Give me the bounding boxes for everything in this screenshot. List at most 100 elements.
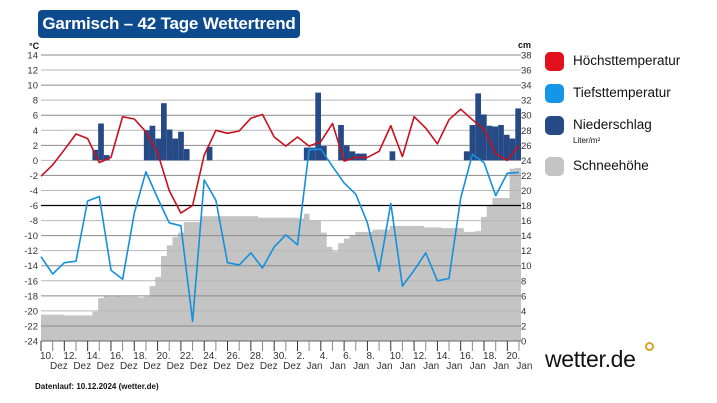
y-left-tick-label: 14	[27, 51, 38, 62]
y-right-tick-label: 30	[521, 111, 532, 122]
y-right-tick-label: 2	[521, 321, 526, 332]
precipitation-bar	[343, 145, 350, 161]
y-left-tick-label: 12	[27, 66, 38, 77]
logo-dot-icon	[645, 342, 654, 351]
x-tick-label-month: Dez	[143, 361, 161, 372]
max-temperature-line	[40, 108, 520, 214]
y-right-tick-label: 32	[521, 96, 532, 107]
precipitation-bar	[155, 138, 161, 161]
x-tick-label-day: 24.	[203, 351, 217, 362]
x-tick-label-day: 18.	[483, 351, 497, 362]
y-right-tick-label: 24	[521, 156, 532, 167]
x-tick-label-day: 6.	[343, 351, 351, 362]
precipitation-bar	[178, 131, 184, 161]
y-left-tick-label: -24	[24, 337, 38, 348]
x-tick-label-day: 14.	[436, 351, 450, 362]
x-tick-label-day: 16.	[460, 351, 474, 362]
precipitation-bar	[349, 151, 356, 161]
y-left-tick-label: 4	[33, 126, 38, 137]
legend-unit: Liter/m²	[573, 136, 601, 145]
y-left-tick-label: -6	[30, 201, 38, 212]
x-tick-label-day: 2.	[296, 351, 304, 362]
x-tick-label-month: Dez	[97, 361, 115, 372]
precipitation-bar	[515, 108, 521, 161]
y-left-axis-unit: °C	[29, 41, 40, 51]
x-tick-label-day: 12.	[63, 351, 77, 362]
snow-depth-area	[41, 167, 521, 341]
x-tick-label-day: 10.	[40, 351, 54, 362]
y-left-tick-label: -22	[24, 321, 38, 332]
wetter-de-logo: wetter.de	[545, 346, 636, 372]
y-left-tick-label: -4	[30, 186, 38, 197]
x-tick-label-month: Dez	[73, 361, 91, 372]
x-tick-label-month: Jan	[306, 361, 322, 372]
x-tick-label-month: Jan	[516, 361, 532, 372]
x-tick-label-month: Jan	[493, 361, 509, 372]
legend-item-snow-depth: Schneehöhe	[545, 157, 717, 179]
legend-label: Tiefsttemperatur	[573, 85, 671, 100]
y-left-tick-label: 0	[33, 156, 38, 167]
y-right-tick-label: 34	[521, 81, 532, 92]
chart-title: Garmisch – 42 Tage Wettertrend	[38, 10, 300, 38]
x-tick-label-month: Jan	[376, 361, 392, 372]
precipitation-bar	[166, 129, 173, 161]
precipitation-bar	[475, 93, 481, 161]
x-tick-label-month: Dez	[190, 361, 208, 372]
x-tick-label-day: 28.	[250, 351, 264, 362]
y-right-tick-label: 38	[521, 51, 532, 62]
y-left-tick-label: -12	[24, 246, 38, 257]
y-left-tick-label: 2	[33, 141, 38, 152]
x-tick-label-day: 26.	[227, 351, 241, 362]
x-tick-label-day: 20.	[506, 351, 520, 362]
x-tick-label-month: Jan	[353, 361, 369, 372]
legend-swatch-max-temp	[545, 52, 564, 71]
precipitation-bar	[469, 124, 476, 161]
y-right-tick-label: 20	[521, 186, 532, 197]
precipitation-bar	[389, 151, 396, 161]
x-tick-label-month: Jan	[446, 361, 462, 372]
legend-item-max-temp: Höchsttemperatur	[545, 52, 717, 74]
x-tick-label-day: 12.	[413, 351, 427, 362]
precipitation-bar	[509, 138, 516, 161]
x-tick-label-day: 18.	[133, 351, 147, 362]
y-right-tick-label: 28	[521, 126, 532, 137]
x-tick-label-month: Jan	[423, 361, 439, 372]
y-right-tick-label: 6	[521, 291, 526, 302]
y-left-tick-label: -14	[24, 261, 38, 272]
precipitation-bar	[338, 124, 344, 161]
precipitation-bar	[486, 125, 493, 161]
precipitation-bar	[183, 149, 190, 161]
legend-label: Niederschlag	[573, 117, 652, 132]
y-left-tick-label: -18	[24, 291, 38, 302]
x-tick-label-day: 22.	[180, 351, 194, 362]
precipitation-bar	[503, 134, 510, 161]
legend-item-precipitation: Niederschlag Liter/m²	[545, 116, 717, 150]
y-left-tick-label: 8	[33, 96, 38, 107]
legend-swatch-snow-depth	[545, 157, 564, 176]
y-right-tick-label: 10	[521, 261, 532, 272]
precipitation-bar	[103, 155, 110, 161]
x-tick-label-month: Jan	[400, 361, 416, 372]
precipitation-bar	[161, 103, 167, 161]
legend-swatch-precipitation	[545, 116, 564, 135]
y-left-tick-label: -8	[30, 216, 38, 227]
y-right-tick-label: 0	[521, 337, 526, 348]
y-right-tick-label: 12	[521, 246, 532, 257]
x-tick-label-day: 4.	[320, 351, 328, 362]
y-right-tick-label: 8	[521, 276, 526, 287]
precipitation-bar	[492, 126, 499, 161]
x-tick-label-day: 10.	[390, 351, 404, 362]
x-tick-label-day: 8.	[366, 351, 374, 362]
y-right-tick-label: 26	[521, 141, 532, 152]
precipitation-bar	[463, 151, 470, 161]
y-right-tick-label: 14	[521, 231, 532, 242]
y-right-tick-label: 18	[521, 201, 532, 212]
precipitation-bar	[98, 123, 104, 161]
precipitation-bar	[315, 92, 321, 161]
x-tick-label-month: Jan	[470, 361, 486, 372]
precipitation-bar	[143, 130, 150, 161]
y-left-tick-label: -2	[30, 171, 38, 182]
x-tick-label-day: 30.	[273, 351, 287, 362]
x-tick-label-month: Dez	[260, 361, 278, 372]
x-tick-label-month: Dez	[50, 361, 68, 372]
